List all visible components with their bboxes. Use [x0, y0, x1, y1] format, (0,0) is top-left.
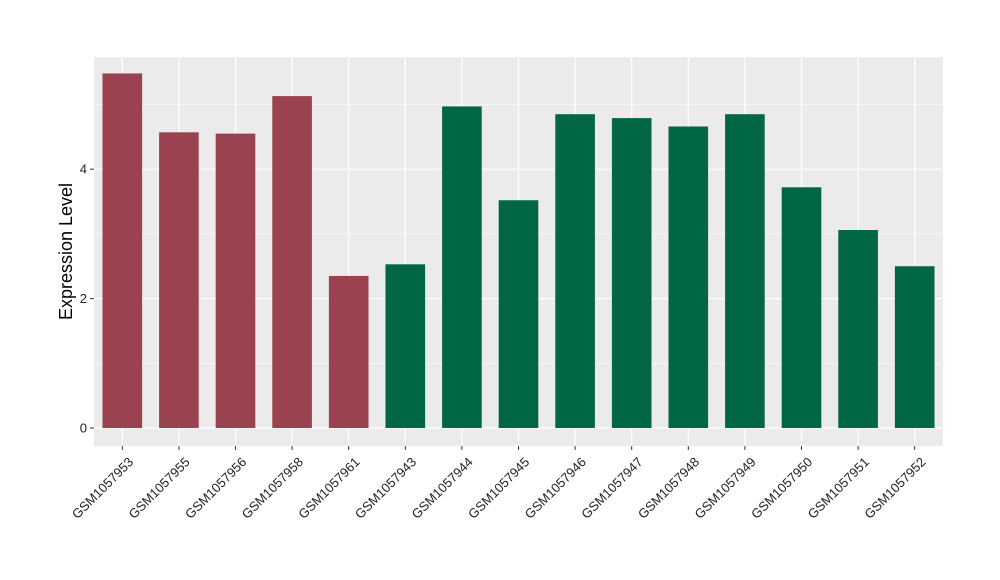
bar-GSM1057961	[328, 275, 369, 428]
bar-GSM1057950	[781, 187, 822, 428]
bar-GSM1057955	[159, 132, 199, 429]
bar-GSM1057947	[611, 118, 652, 428]
bar-GSM1057958	[272, 96, 312, 429]
bar-GSM1057946	[555, 114, 595, 428]
y-axis: 0 2 4	[80, 162, 94, 436]
bars	[102, 73, 935, 429]
y-axis-title: Expression Level	[56, 183, 76, 320]
bar-GSM1057945	[498, 200, 539, 428]
bar-GSM1057951	[838, 230, 878, 428]
bar-GSM1057943	[385, 264, 426, 428]
bar-GSM1057952	[894, 266, 935, 428]
bar-GSM1057948	[668, 126, 709, 429]
bar-GSM1057953	[102, 73, 143, 428]
x-axis: GSM1057953GSM1057955GSM1057956GSM1057958…	[69, 446, 929, 522]
y-tick-label: 2	[80, 291, 87, 306]
bar-GSM1057949	[725, 114, 765, 428]
bar-GSM1057956	[215, 133, 256, 429]
y-tick-label: 0	[80, 421, 87, 436]
y-tick-label: 4	[80, 162, 87, 177]
bar-GSM1057944	[442, 106, 482, 428]
